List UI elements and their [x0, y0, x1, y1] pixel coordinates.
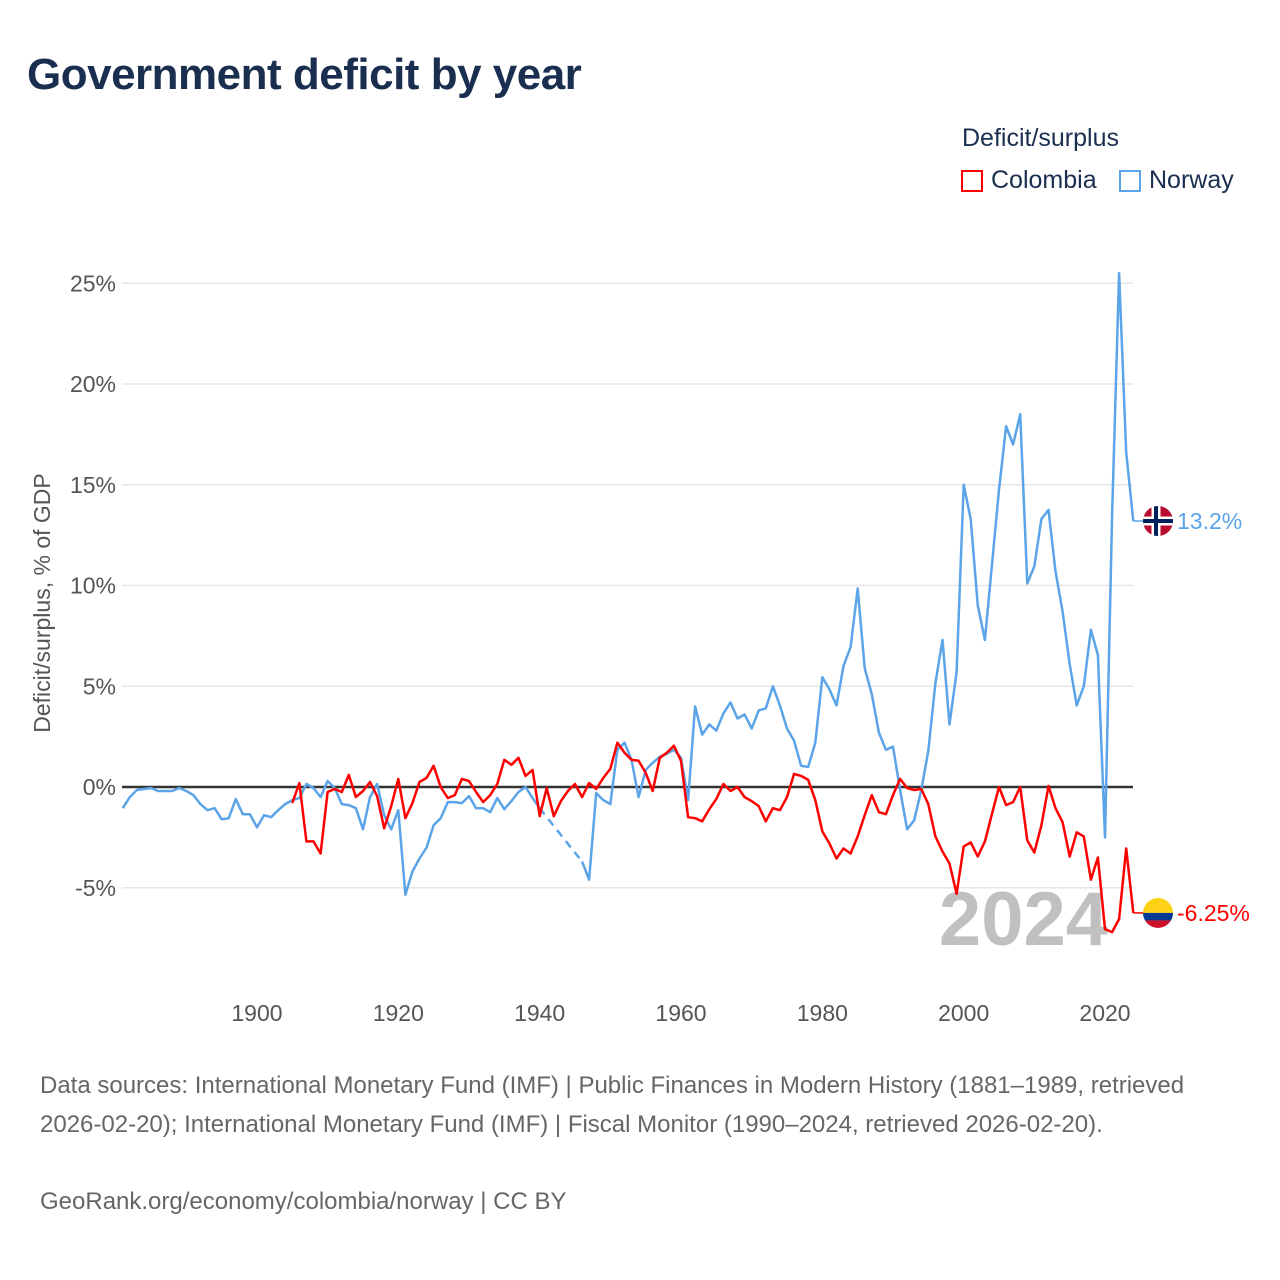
x-tick-label: 2000	[938, 1000, 989, 1026]
y-axis-label: Deficit/surplus, % of GDP	[29, 473, 55, 732]
series-line-norway	[580, 271, 1135, 881]
y-tick-label: 5%	[83, 673, 116, 699]
chart-title: Government deficit by year	[27, 50, 582, 99]
y-tick-label: 20%	[70, 371, 116, 397]
x-tick-label: 1900	[231, 1000, 282, 1026]
x-tick-label: 1960	[655, 1000, 706, 1026]
legend-swatch-norway	[1119, 169, 1141, 192]
year-watermark: 2024	[939, 877, 1108, 962]
series-line-colombia	[291, 741, 1135, 934]
flag-cross-blue	[1154, 506, 1158, 537]
flag-body	[1143, 506, 1173, 537]
flag-blue	[1143, 912, 1173, 921]
x-tick-label: 2020	[1079, 1000, 1130, 1026]
flag-yellow	[1143, 897, 1173, 913]
series-gap-norway	[538, 807, 584, 863]
y-tick-label: 0%	[83, 774, 116, 800]
y-tick-label: 15%	[70, 472, 116, 498]
x-tick-label: 1920	[373, 1000, 424, 1026]
y-tick-label: 25%	[70, 270, 116, 296]
legend-title: Deficit/surplus	[962, 124, 1119, 152]
credit-link[interactable]: GeoRank.org/economy/colombia/norway | CC…	[40, 1188, 567, 1215]
end-value-label-colombia: -6.25%	[1177, 900, 1250, 926]
legend-swatch-colombia	[961, 169, 983, 192]
flag-red	[1143, 920, 1173, 928]
legend-label: Norway	[1149, 166, 1234, 194]
x-tick-label: 1980	[797, 1000, 848, 1026]
legend-label: Colombia	[991, 166, 1097, 194]
line-chart: 25% 20% 15% 10% 5% 0% -5% 1900 1920 1940 1960 1980…	[29, 270, 1250, 1026]
data-sources: Data sources: International Monetary Fun…	[40, 1072, 1185, 1138]
x-tick-label: 1940	[514, 1000, 565, 1026]
flag-norway-icon	[1143, 506, 1173, 537]
flag-colombia-icon	[1143, 897, 1173, 928]
y-tick-label: -5%	[75, 875, 116, 901]
legend-item-norway[interactable]: Norway	[1119, 166, 1234, 195]
y-tick-label: 10%	[70, 573, 116, 599]
series-line-norway	[121, 779, 541, 897]
flag-body	[1143, 897, 1173, 928]
end-value-label-norway: 13.2%	[1177, 508, 1242, 534]
legend-item-colombia[interactable]: Colombia	[961, 166, 1097, 195]
